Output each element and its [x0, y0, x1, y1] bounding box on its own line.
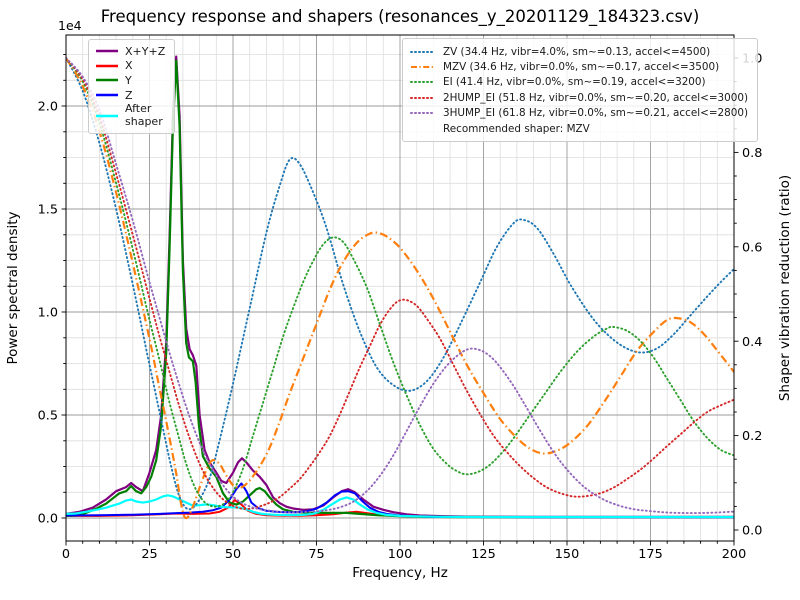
- legend-line-swatch: [96, 50, 118, 53]
- y-left-tick-label: 1.5: [38, 203, 58, 218]
- legend-item-label: MZV (34.6 Hz, vibr=0.0%, sm~=0.17, accel…: [443, 61, 720, 74]
- y-right-tick-label: 0.4: [742, 335, 762, 350]
- legend-item-x: X: [95, 59, 165, 74]
- legend-item-label: 3HUMP_EI (61.8 Hz, vibr=0.0%, sm~=0.21, …: [443, 107, 749, 120]
- shaper-legend: ZV (34.4 Hz, vibr=4.0%, sm~=0.13, accel<…: [402, 38, 759, 143]
- legend-item-3hump_ei: 3HUMP_EI (61.8 Hz, vibr=0.0%, sm~=0.21, …: [410, 106, 748, 121]
- legend-item-2hump_ei: 2HUMP_EI (51.8 Hz, vibr=0.0%, sm~=0.20, …: [410, 90, 748, 105]
- x-tick-label: 175: [638, 547, 662, 562]
- legend-line-swatch: [410, 81, 436, 84]
- psd-curve-y: [66, 59, 734, 519]
- psd-curve-after-shaper: [66, 494, 734, 519]
- legend-line-swatch: [410, 96, 436, 99]
- y-left-tick-label: 2.0: [38, 100, 58, 115]
- y-axis-offset-label: 1e4: [58, 18, 82, 33]
- chart-title: Frequency response and shapers (resonanc…: [101, 7, 700, 27]
- legend-item-z: Z: [95, 88, 165, 103]
- shaper-curve-zv: [66, 57, 734, 511]
- y-right-tick-label: 0.2: [742, 429, 762, 444]
- y-right-tick-label: 0.8: [742, 146, 762, 161]
- y-right-tick-label: 0.0: [742, 524, 762, 539]
- psd-legend: X+Y+Z X Y Z After shaper: [88, 39, 176, 135]
- shaper-curve-2hump_ei: [66, 57, 734, 510]
- legend-item-label: After shaper: [125, 102, 163, 128]
- legend-line-swatch: [410, 50, 436, 53]
- recommended-shaper-text: Recommended shaper: MZV: [443, 122, 590, 135]
- legend-line-swatch: [410, 112, 436, 115]
- y-axis-label-left: Power spectral density: [5, 211, 21, 364]
- legend-item-y: Y: [95, 73, 165, 88]
- legend-item-zv: ZV (34.4 Hz, vibr=4.0%, sm~=0.13, accel<…: [410, 44, 748, 59]
- x-tick-label: 50: [225, 547, 241, 562]
- legend-item-label: ZV (34.4 Hz, vibr=4.0%, sm~=0.13, accel<…: [443, 45, 711, 58]
- y-left-tick-label: 0.5: [38, 409, 58, 424]
- legend-item-label: Y: [125, 73, 132, 87]
- legend-line-swatch: [96, 93, 118, 97]
- x-axis-label: Frequency, Hz: [352, 565, 448, 581]
- shaper-curve-3hump_ei: [66, 57, 734, 515]
- y-right-tick-label: 0.6: [742, 240, 762, 255]
- x-tick-label: 200: [722, 547, 746, 562]
- legend-item-label: X+Y+Z: [125, 44, 166, 58]
- y-left-tick-label: 0.0: [38, 512, 58, 527]
- legend-item-x-y-z: X+Y+Z: [95, 44, 165, 59]
- legend-line-swatch: [411, 66, 435, 69]
- shaper-curve-ei: [66, 57, 734, 508]
- y-left-tick-label: 1.0: [38, 306, 58, 321]
- legend-item-mzv: MZV (34.6 Hz, vibr=0.0%, sm~=0.17, accel…: [410, 59, 748, 74]
- x-tick-label: 125: [471, 547, 495, 562]
- x-tick-label: 100: [388, 547, 412, 562]
- psd-curve-x-y-z: [66, 55, 734, 518]
- recommended-shaper-note: Recommended shaper: MZV: [410, 121, 748, 136]
- legend-item-label: 2HUMP_EI (51.8 Hz, vibr=0.0%, sm~=0.20, …: [443, 91, 749, 104]
- y-axis-label-right: Shaper vibration reduction (ratio): [777, 175, 793, 401]
- legend-item-after-shaper: After shaper: [95, 102, 165, 129]
- legend-line-swatch: [96, 114, 118, 118]
- legend-item-label: Z: [125, 88, 133, 102]
- x-tick-label: 75: [308, 547, 324, 562]
- x-tick-label: 150: [555, 547, 579, 562]
- legend-item-label: EI (41.4 Hz, vibr=0.0%, sm~=0.19, accel<…: [443, 76, 706, 89]
- x-tick-label: 25: [141, 547, 157, 562]
- x-tick-label: 0: [62, 547, 70, 562]
- legend-item-ei: EI (41.4 Hz, vibr=0.0%, sm~=0.19, accel<…: [410, 75, 748, 90]
- legend-line-swatch: [96, 64, 118, 68]
- legend-item-label: X: [125, 59, 133, 73]
- shaper-curve-mzv: [66, 57, 734, 520]
- legend-line-swatch: [96, 79, 118, 82]
